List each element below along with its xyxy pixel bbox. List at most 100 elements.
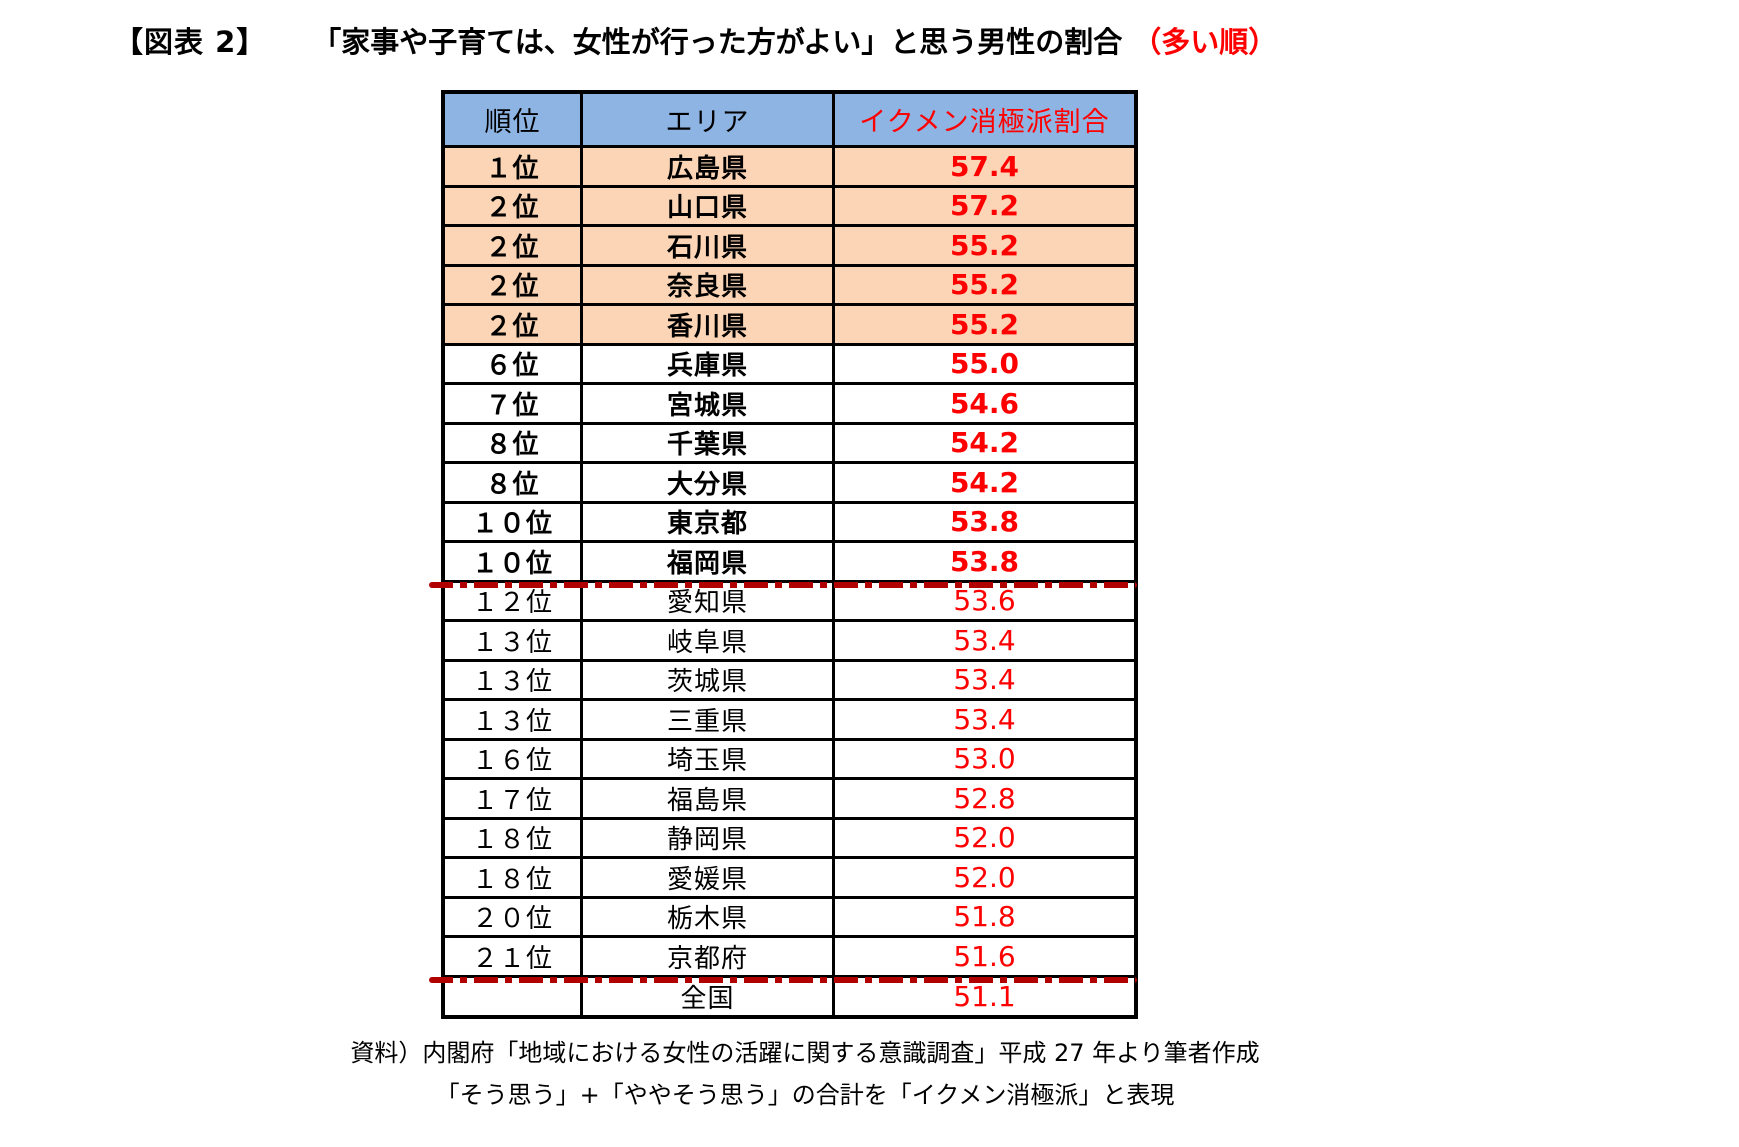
table-row: ２位 香川県 55.2 (445, 306, 1134, 346)
rank-cell (445, 977, 583, 1015)
rank-cell: ２位 (445, 266, 583, 306)
table-row: １３位 岐阜県 53.4 (445, 622, 1134, 662)
value-cell: 53.6 (835, 583, 1134, 622)
value-cell: 53.4 (835, 701, 1134, 741)
area-cell: 栃木県 (583, 898, 835, 938)
value-cell: 55.2 (835, 266, 1134, 306)
value-cell: 54.2 (835, 425, 1134, 464)
value-cell: 51.6 (835, 938, 1134, 978)
rank-cell: １６位 (445, 740, 583, 780)
value-cell: 55.2 (835, 306, 1134, 346)
area-cell: 東京都 (583, 503, 835, 543)
table-row: １６位 埼玉県 53.0 (445, 740, 1134, 780)
rank-cell: １８位 (445, 819, 583, 859)
area-cell: 大分県 (583, 464, 835, 504)
rank-cell: １７位 (445, 780, 583, 820)
rank-cell: １０位 (445, 503, 583, 543)
table-row: ２位 石川県 55.2 (445, 227, 1134, 267)
rank-cell: １２位 (445, 582, 583, 622)
table-row: ６位 兵庫県 55.0 (445, 345, 1134, 385)
table-row: １２位 愛知県 53.6 (445, 582, 1134, 622)
table-row: １０位 東京都 53.8 (445, 503, 1134, 543)
rank-cell: ８位 (445, 424, 583, 464)
table-body: １位 広島県 57.4 ２位 山口県 57.2 ２位 石川県 55.2 ２位 奈良県 55.2 ２位 香川… (429, 148, 1137, 1015)
divider-dashed-line (429, 581, 1137, 588)
header-rank: 順位 (445, 94, 583, 148)
rank-cell: ６位 (445, 345, 583, 385)
divider-dashed-line (429, 976, 1137, 983)
value-cell: 55.0 (835, 346, 1134, 385)
area-cell: 三重県 (583, 701, 835, 741)
area-cell: 広島県 (583, 148, 835, 188)
area-cell: 愛媛県 (583, 859, 835, 899)
area-cell: 兵庫県 (583, 345, 835, 385)
rank-cell: ２位 (445, 306, 583, 346)
area-cell: 愛知県 (583, 582, 835, 622)
rank-cell: １３位 (445, 661, 583, 701)
area-cell: 茨城県 (583, 661, 835, 701)
figure-title-main: 「家事や子育ては、女性が行った方がよい」と思う男性の割合 (312, 25, 1123, 59)
table-row: １７位 福島県 52.8 (445, 780, 1134, 820)
table-row: 全国 51.1 (445, 977, 1134, 1015)
area-cell: 山口県 (583, 187, 835, 227)
table-row: ２０位 栃木県 51.8 (445, 898, 1134, 938)
table-row: １８位 愛媛県 52.0 (445, 859, 1134, 899)
value-cell: 55.2 (835, 227, 1134, 267)
value-cell: 52.8 (835, 780, 1134, 820)
rank-cell: ８位 (445, 464, 583, 504)
rank-cell: ２位 (445, 227, 583, 267)
table-header-row: 順位 エリア イクメン消極派割合 (445, 94, 1134, 148)
area-cell: 千葉県 (583, 424, 835, 464)
area-cell: 岐阜県 (583, 622, 835, 662)
header-value: イクメン消極派割合 (835, 94, 1134, 148)
area-cell: 福岡県 (583, 543, 835, 583)
area-cell: 宮城県 (583, 385, 835, 425)
ranking-table: 順位 エリア イクメン消極派割合 １位 広島県 57.4 ２位 山口県 57.2 ２位 石川県… (429, 90, 1138, 1019)
table-row: １３位 三重県 53.4 (445, 701, 1134, 741)
value-cell: 53.0 (835, 741, 1134, 780)
header-area: エリア (583, 94, 835, 148)
source-note: 資料）内閣府「地域における女性の活躍に関する意識調査」平成 27 年より筆者作成… (160, 1032, 1450, 1116)
table-row: １８位 静岡県 52.0 (445, 819, 1134, 859)
table-row: １位 広島県 57.4 (445, 148, 1134, 188)
table-row: ２位 山口県 57.2 (445, 187, 1134, 227)
area-cell: 石川県 (583, 227, 835, 267)
value-cell: 51.1 (953, 979, 1016, 1013)
rank-cell: １８位 (445, 859, 583, 899)
figure-number-label: 【図表 2】 (114, 25, 267, 59)
figure-title-order-note: （多い順） (1132, 25, 1278, 59)
table-row: １３位 茨城県 53.4 (445, 661, 1134, 701)
area-cell: 埼玉県 (583, 740, 835, 780)
figure-title: 【図表 2】 「家事や子育ては、女性が行った方がよい」と思う男性の割合 （多い順） (114, 22, 1277, 62)
table-row: １０位 福岡県 53.8 (429, 543, 1137, 588)
rank-cell: １０位 (445, 543, 583, 583)
rank-cell: １３位 (445, 701, 583, 741)
value-cell: 54.6 (835, 385, 1134, 425)
value-cell: 57.2 (835, 187, 1134, 227)
rank-cell: １位 (445, 148, 583, 188)
rank-cell: ２０位 (445, 898, 583, 938)
source-line-1: 資料）内閣府「地域における女性の活躍に関する意識調査」平成 27 年より筆者作成 (350, 1039, 1260, 1067)
area-cell: 静岡県 (583, 819, 835, 859)
rank-cell: ２位 (445, 187, 583, 227)
value-cell: 54.2 (835, 464, 1134, 504)
value-cell: 52.0 (835, 859, 1134, 899)
value-cell: 53.4 (835, 662, 1134, 701)
table-row: ２１位 京都府 51.6 (429, 938, 1137, 983)
table-row: ８位 千葉県 54.2 (445, 424, 1134, 464)
area-cell: 京都府 (583, 938, 835, 978)
value-cell: 57.4 (835, 148, 1134, 188)
rank-cell: ７位 (445, 385, 583, 425)
table-row: ８位 大分県 54.2 (445, 464, 1134, 504)
rank-cell: １３位 (445, 622, 583, 662)
area-cell: 全国 (583, 977, 835, 1015)
table-row: ７位 宮城県 54.6 (445, 385, 1134, 425)
area-cell: 福島県 (583, 780, 835, 820)
value-cell: 53.4 (835, 622, 1134, 662)
area-cell: 香川県 (583, 306, 835, 346)
value-cell: 53.8 (835, 543, 1134, 583)
figure-title-text: 「家事や子育ては、女性が行った方がよい」と思う男性の割合 （多い順） (312, 22, 1277, 62)
value-cell: 51.8 (835, 899, 1134, 938)
source-line-2: 「そう思う」+「ややそう思う」の合計を「イクメン消極派」と表現 (435, 1081, 1175, 1109)
